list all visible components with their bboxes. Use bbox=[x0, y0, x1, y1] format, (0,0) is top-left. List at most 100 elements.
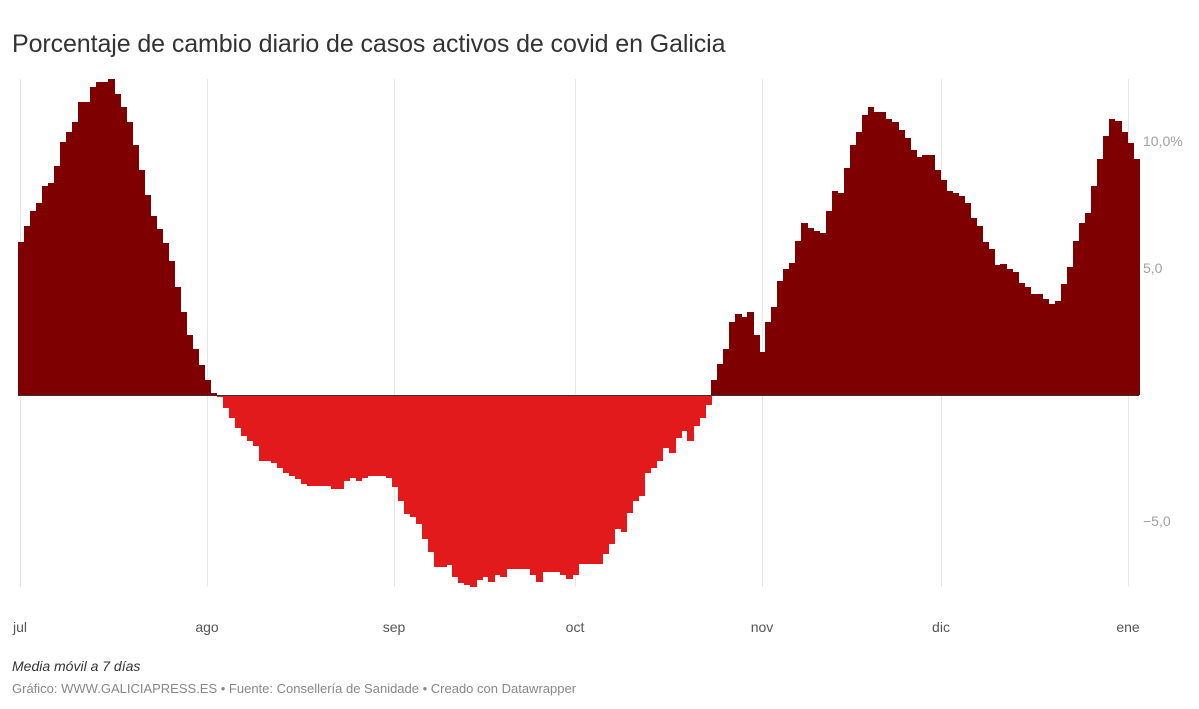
data-bar bbox=[60, 142, 67, 395]
data-bar bbox=[343, 395, 351, 482]
data-bar bbox=[355, 395, 363, 482]
data-bar bbox=[90, 87, 97, 395]
data-bar bbox=[602, 395, 610, 554]
data-bar bbox=[283, 395, 290, 473]
data-bar bbox=[584, 395, 592, 564]
data-bar bbox=[1114, 121, 1122, 395]
data-bar bbox=[30, 211, 37, 395]
data-bar bbox=[48, 182, 55, 395]
data-bar bbox=[638, 395, 646, 496]
data-bar bbox=[717, 363, 724, 395]
data-bar bbox=[548, 395, 555, 573]
data-bar bbox=[771, 306, 778, 395]
data-bar bbox=[228, 395, 236, 419]
data-bar bbox=[680, 395, 688, 431]
data-bar bbox=[349, 395, 357, 478]
data-bar bbox=[222, 395, 230, 408]
data-bar bbox=[765, 321, 772, 395]
data-bar bbox=[500, 395, 507, 577]
data-bar bbox=[1084, 213, 1092, 395]
data-bar bbox=[1036, 294, 1044, 395]
data-bar bbox=[825, 211, 833, 395]
data-bar bbox=[476, 395, 483, 580]
data-bar bbox=[1072, 240, 1080, 395]
data-bar bbox=[741, 317, 748, 395]
data-bar bbox=[885, 118, 893, 395]
data-bar bbox=[457, 395, 465, 583]
data-bar bbox=[253, 395, 260, 447]
bar-series bbox=[18, 0, 1140, 709]
data-bar bbox=[331, 395, 339, 490]
data-bar bbox=[114, 93, 122, 395]
data-bar bbox=[1078, 222, 1086, 395]
data-bar bbox=[1000, 263, 1007, 395]
data-bar bbox=[180, 312, 188, 395]
data-bar bbox=[1066, 266, 1074, 395]
data-bar bbox=[789, 262, 797, 395]
data-bar bbox=[897, 130, 905, 395]
data-bar bbox=[301, 395, 308, 485]
data-bar bbox=[1126, 143, 1134, 395]
data-bar bbox=[729, 321, 736, 395]
data-bar bbox=[711, 380, 718, 395]
data-bar bbox=[861, 114, 869, 395]
data-bar bbox=[982, 241, 989, 395]
data-bar bbox=[126, 122, 134, 395]
data-bar bbox=[903, 137, 911, 395]
data-bar bbox=[777, 280, 784, 395]
data-bar bbox=[524, 395, 531, 570]
data-bar bbox=[759, 351, 766, 395]
data-bar bbox=[958, 195, 965, 395]
x-tick-label: oct bbox=[565, 619, 585, 635]
data-bar bbox=[1048, 303, 1056, 395]
data-bar bbox=[662, 395, 670, 448]
data-bar bbox=[590, 395, 598, 564]
data-bar bbox=[668, 395, 676, 453]
data-bar bbox=[596, 395, 604, 564]
data-bar bbox=[138, 170, 146, 395]
data-bar bbox=[1060, 283, 1068, 395]
data-bar bbox=[928, 154, 935, 395]
data-bar bbox=[192, 348, 200, 395]
data-bar bbox=[626, 395, 634, 513]
data-bar bbox=[994, 264, 1001, 395]
data-bar bbox=[1006, 269, 1014, 395]
data-bar bbox=[198, 364, 206, 395]
data-bar bbox=[108, 79, 116, 395]
data-bar bbox=[367, 395, 375, 476]
data-bar bbox=[403, 395, 411, 514]
data-bar bbox=[373, 395, 381, 476]
data-bar bbox=[909, 150, 917, 395]
data-bar bbox=[922, 154, 929, 395]
data-bar bbox=[705, 395, 712, 406]
data-bar bbox=[415, 395, 423, 525]
chart-title: Porcentaje de cambio diario de casos act… bbox=[12, 29, 726, 58]
chart-footer: Gráfico: WWW.GALICIAPRESS.ES • Fuente: C… bbox=[12, 681, 577, 696]
data-bar bbox=[463, 395, 471, 585]
gridline-sep bbox=[394, 79, 395, 587]
data-bar bbox=[72, 122, 79, 395]
data-bar bbox=[723, 348, 730, 395]
data-bar bbox=[536, 395, 543, 582]
data-bar bbox=[608, 395, 616, 545]
data-bar bbox=[18, 241, 25, 395]
data-bar bbox=[566, 395, 574, 579]
data-bar bbox=[210, 392, 218, 395]
data-bar bbox=[554, 395, 562, 573]
data-bar bbox=[632, 395, 640, 501]
data-bar bbox=[42, 186, 49, 395]
data-bar bbox=[964, 202, 971, 395]
zero-baseline bbox=[18, 395, 1139, 396]
data-bar bbox=[120, 107, 128, 395]
data-bar bbox=[879, 111, 887, 395]
data-bar bbox=[409, 395, 417, 517]
data-bar bbox=[988, 249, 995, 395]
data-bar bbox=[451, 395, 459, 577]
data-bar bbox=[144, 194, 152, 395]
data-bar bbox=[578, 395, 586, 564]
data-bar bbox=[289, 395, 296, 476]
data-bar bbox=[174, 286, 182, 395]
data-bar bbox=[433, 395, 441, 568]
gridline-nov bbox=[762, 79, 763, 587]
